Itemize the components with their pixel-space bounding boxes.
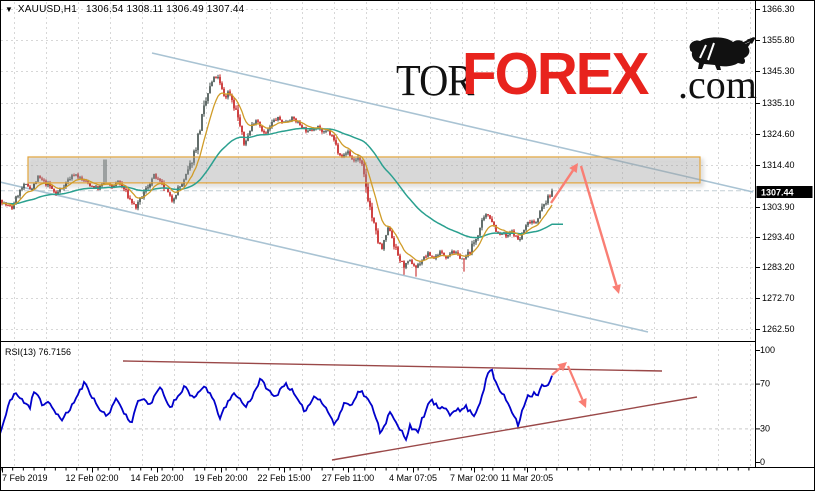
svg-text:7 Feb 2019: 7 Feb 2019: [2, 473, 48, 483]
svg-text:1307.44: 1307.44: [761, 188, 794, 198]
svg-text:1262.50: 1262.50: [762, 324, 795, 334]
fast-ma: [1, 92, 553, 262]
current-price-tag: 1307.44: [756, 186, 813, 198]
svg-text:1303.90: 1303.90: [762, 202, 795, 212]
svg-text:22 Feb 15:00: 22 Feb 15:00: [257, 473, 310, 483]
svg-text:1272.70: 1272.70: [762, 293, 795, 303]
rsi-line: [0, 368, 553, 443]
forecast-arrows[interactable]: [550, 163, 621, 294]
symbol-period-label: XAUUSD,H1: [17, 4, 77, 15]
rsi-indicator-label: RSI(13) 76.7156: [5, 347, 72, 357]
svg-text:27 Feb 11:00: 27 Feb 11:00: [322, 473, 374, 483]
svg-text:7 Mar 02:00: 7 Mar 02:00: [450, 473, 498, 483]
svg-text:30: 30: [760, 423, 770, 433]
time-axis[interactable]: 7 Feb 2019 12 Feb 02:00 14 Feb 20:00 19 Feb…: [1, 468, 750, 483]
svg-text:1366.30: 1366.30: [762, 4, 795, 14]
svg-text:1293.40: 1293.40: [762, 232, 795, 242]
slow-ma-line: [2, 127, 563, 239]
svg-text:1324.60: 1324.60: [762, 129, 795, 139]
price-axis[interactable]: 1366.30 1355.80 1345.30 1335.10 1324.60 1314.…: [755, 4, 795, 334]
svg-text:19 Feb 20:00: 19 Feb 20:00: [194, 473, 247, 483]
svg-text:12 Feb 02:00: 12 Feb 02:00: [65, 473, 118, 483]
svg-text:11 Mar 20:05: 11 Mar 20:05: [501, 473, 553, 483]
svg-text:4 Mar 07:05: 4 Mar 07:05: [389, 473, 437, 483]
fast-ma-line: [1, 92, 553, 262]
ohlc-quotes-label: 1306.54 1308.11 1306.49 1307.44: [85, 4, 245, 15]
rsi-trendlines[interactable]: [122, 360, 698, 461]
chart-title-bar: ▼ XAUUSD,H1 1306.54 1308.11 1306.49 1307…: [5, 4, 244, 15]
svg-text:1283.20: 1283.20: [762, 262, 795, 272]
rsi-arrows[interactable]: [551, 362, 587, 408]
svg-text:14 Feb 20:00: 14 Feb 20:00: [130, 473, 183, 483]
svg-text:1314.40: 1314.40: [762, 160, 795, 170]
rsi-axis[interactable]: 100 70 30 0: [755, 345, 776, 467]
slow-ma: [2, 127, 563, 239]
dropdown-arrow-icon[interactable]: ▼: [5, 4, 13, 14]
svg-text:1355.80: 1355.80: [762, 35, 795, 45]
svg-text:1335.10: 1335.10: [762, 98, 795, 108]
svg-text:70: 70: [760, 379, 770, 389]
svg-text:1345.30: 1345.30: [762, 66, 795, 76]
svg-text:100: 100: [760, 345, 775, 355]
trend-channel-lines[interactable]: [0, 52, 754, 333]
grid-layer: [1, 2, 754, 466]
svg-text:0: 0: [760, 457, 765, 467]
